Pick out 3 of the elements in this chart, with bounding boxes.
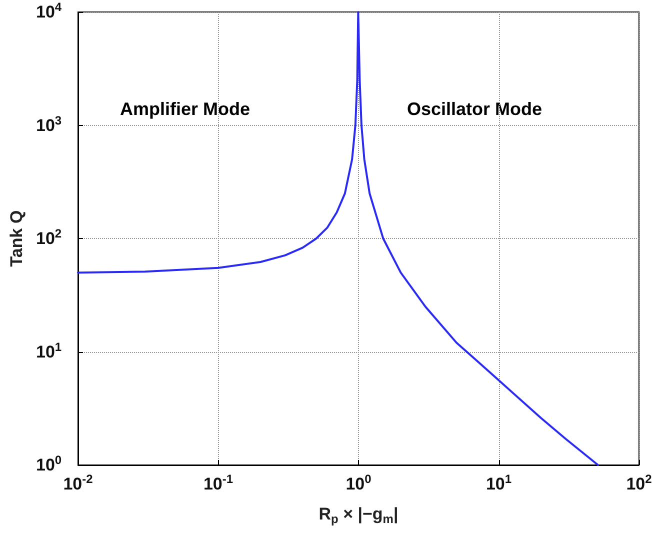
annotation: Amplifier Mode: [120, 99, 250, 119]
y-axis-title: Tank Q: [7, 210, 26, 267]
annotation: Oscillator Mode: [407, 99, 542, 119]
